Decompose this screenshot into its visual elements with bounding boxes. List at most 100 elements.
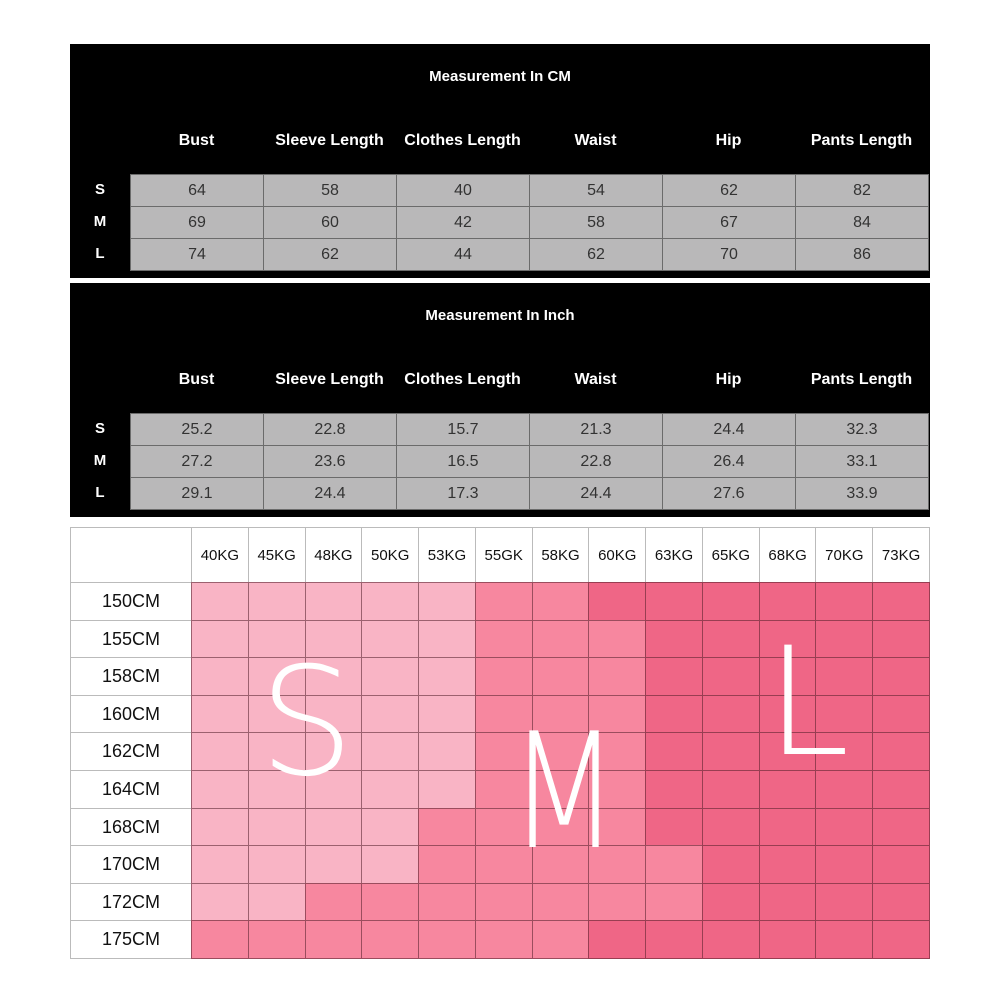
size-s-label: S: [259, 636, 355, 810]
table-cell: 74: [130, 238, 264, 271]
inch-measurement-table: Measurement In Inch Bust Sleeve Length Clot…: [70, 283, 930, 517]
weight-header: 65KG: [701, 528, 759, 582]
grid-cell-M: [588, 845, 647, 884]
grid-cell-L: [872, 920, 930, 959]
grid-cell-L: [758, 882, 817, 922]
grid-cell-L: [758, 770, 817, 809]
weight-header: 58KG: [531, 528, 589, 582]
grid-cell-L: [758, 657, 817, 696]
size-label: S: [94, 420, 105, 437]
grid-cell-S: [247, 882, 306, 922]
grid-cell-S: [247, 619, 306, 659]
height-label: 162CM: [71, 732, 191, 770]
size-label: L: [95, 484, 105, 501]
grid-cell-S: [191, 582, 249, 621]
grid-cell-L: [701, 657, 760, 696]
grid-cell-S: [191, 694, 249, 734]
grid-cell-L: [815, 770, 874, 809]
grid-cell-L: [815, 582, 874, 621]
grid-cell-S: [191, 619, 249, 659]
column-header: Hip: [715, 132, 742, 149]
grid-cell-M: [474, 920, 533, 959]
grid-cell-S: [304, 845, 363, 884]
table-cell: 26.4: [662, 445, 796, 478]
grid-cell-M: [418, 920, 476, 959]
grid-cell-L: [701, 920, 760, 959]
table-cell: 22.8: [529, 445, 663, 478]
weight-header: 73KG: [872, 528, 929, 582]
height-label: 172CM: [71, 882, 191, 921]
grid-cell-M: [361, 882, 420, 922]
grid-cell-S: [191, 807, 249, 847]
grid-cell-S: [361, 732, 420, 771]
grid-cell-L: [701, 845, 760, 884]
weight-header: 63KG: [645, 528, 702, 582]
table-cell: 27.6: [662, 477, 796, 510]
grid-cell-S: [304, 807, 363, 847]
height-label: 150CM: [71, 582, 191, 620]
grid-cell-S: [247, 582, 306, 621]
weight-header: 40KG: [191, 528, 248, 582]
grid-cell-S: [191, 732, 249, 771]
height-label: 160CM: [71, 694, 191, 733]
grid-cell-M: [474, 770, 533, 809]
grid-cell-M: [588, 882, 647, 922]
grid-cell-L: [815, 920, 874, 959]
grid-cell-M: [191, 920, 249, 959]
table-cell: 67: [662, 206, 796, 239]
grid-cell-S: [191, 770, 249, 809]
grid-cell-L: [701, 619, 760, 659]
grid-cell-L: [588, 582, 647, 621]
height-label: 168CM: [71, 807, 191, 846]
table-cell: 54: [529, 174, 663, 207]
grid-cell-L: [645, 694, 703, 734]
grid-cell-S: [361, 845, 420, 884]
grid-cell-M: [474, 657, 533, 696]
grid-cell-L: [815, 882, 874, 922]
weight-header: 48KG: [304, 528, 362, 582]
grid-cell-M: [531, 619, 590, 659]
column-header: Pants Length: [810, 371, 913, 388]
grid-cell-M: [588, 694, 647, 734]
grid-cell-L: [872, 882, 930, 922]
grid-cell-M: [531, 920, 590, 959]
grid-cell-L: [701, 582, 760, 621]
grid-cell-S: [361, 582, 420, 621]
height-label: 158CM: [71, 657, 191, 695]
grid-cell-M: [531, 845, 590, 884]
table-cell: 62: [662, 174, 796, 207]
grid-cell-L: [588, 920, 647, 959]
grid-cell-M: [304, 882, 363, 922]
grid-cell-L: [645, 619, 703, 659]
grid-cell-M: [588, 732, 647, 771]
grid-cell-S: [418, 732, 476, 771]
size-label: M: [93, 213, 107, 230]
grid-cell-L: [758, 582, 817, 621]
grid-cell-S: [361, 807, 420, 847]
size-l-label: L: [766, 616, 850, 790]
weight-header: 50KG: [361, 528, 418, 582]
table-title: Measurement In CM: [429, 68, 571, 85]
table-cell: 62: [263, 238, 397, 271]
grid-cell-L: [645, 920, 703, 959]
grid-cell-M: [531, 882, 590, 922]
grid-cell-S: [418, 582, 476, 621]
table-cell: 82: [795, 174, 929, 207]
table-cell: 44: [396, 238, 530, 271]
table-cell: 23.6: [263, 445, 397, 478]
grid-cell-S: [247, 807, 306, 847]
table-cell: 15.7: [396, 413, 530, 446]
grid-cell-S: [361, 619, 420, 659]
table-cell: 33.1: [795, 445, 929, 478]
weight-header: 55GK: [474, 528, 532, 582]
grid-cell-M: [531, 582, 590, 621]
table-cell: 22.8: [263, 413, 397, 446]
table-cell: 58: [529, 206, 663, 239]
grid-cell-L: [758, 920, 817, 959]
grid-cell-M: [531, 694, 590, 734]
column-header: Sleeve Length: [275, 371, 384, 388]
table-cell: 21.3: [529, 413, 663, 446]
column-header: Waist: [574, 371, 617, 388]
weight-header: 60KG: [588, 528, 645, 582]
grid-cell-L: [645, 582, 703, 621]
